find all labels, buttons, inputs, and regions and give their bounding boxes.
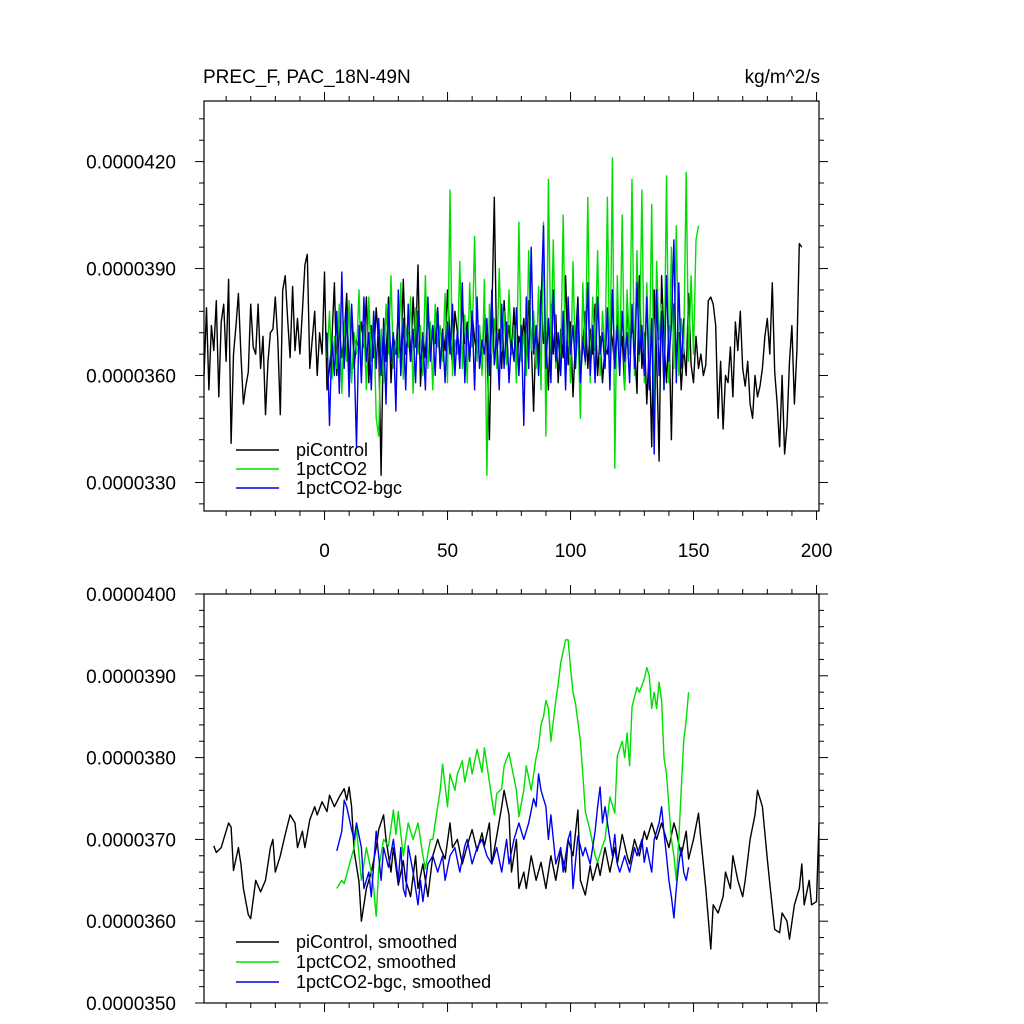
legend-label: piControl [296, 440, 368, 460]
legend-label: 1pctCO2, smoothed [296, 952, 456, 972]
top-panel: 0 50 100 150 200 0.0000330 0.0000360 0.0000390 0… [86, 92, 832, 562]
y-tick-label: 0.0000390 [86, 260, 176, 281]
chart-title: PREC_F, PAC_18N-49N [203, 67, 411, 88]
x-tick-label: 100 [555, 541, 587, 562]
x-tick-label: 150 [678, 541, 710, 562]
x-tick-label: 0 [319, 541, 330, 562]
plot-frame [203, 100, 820, 512]
units-label: kg/m^2/s [745, 67, 820, 88]
y-tick-label: 0.0000370 [86, 830, 176, 851]
series-line-0 [213, 786, 820, 950]
y-tick-label: 0.0000350 [86, 994, 176, 1015]
series-line-2 [336, 773, 690, 919]
y-tick-label: 0.0000360 [86, 367, 176, 388]
series-line-1 [336, 639, 690, 917]
legend-label: piControl, smoothed [296, 932, 457, 952]
x-tick-label: 200 [801, 541, 833, 562]
y-tick-label: 0.0000420 [86, 153, 176, 174]
y-tick-label: 0.0000380 [86, 749, 176, 770]
y-tick-label: 0.0000390 [86, 667, 176, 688]
series-line-2 [326, 225, 685, 455]
legend-label: 1pctCO2-bgc [296, 478, 402, 498]
bottom-panel: 0.0000350 0.0000360 0.0000370 0.0000380 0.00… [86, 585, 828, 1015]
series-line-1 [326, 157, 700, 476]
legend-label: 1pctCO2 [296, 459, 367, 479]
y-tick-label: 0.0000400 [86, 585, 176, 606]
legend-label: 1pctCO2-bgc, smoothed [296, 972, 491, 992]
y-tick-label: 0.0000360 [86, 912, 176, 933]
plot-frame [203, 593, 820, 1004]
x-tick-label: 50 [437, 541, 458, 562]
y-tick-label: 0.0000330 [86, 473, 176, 494]
